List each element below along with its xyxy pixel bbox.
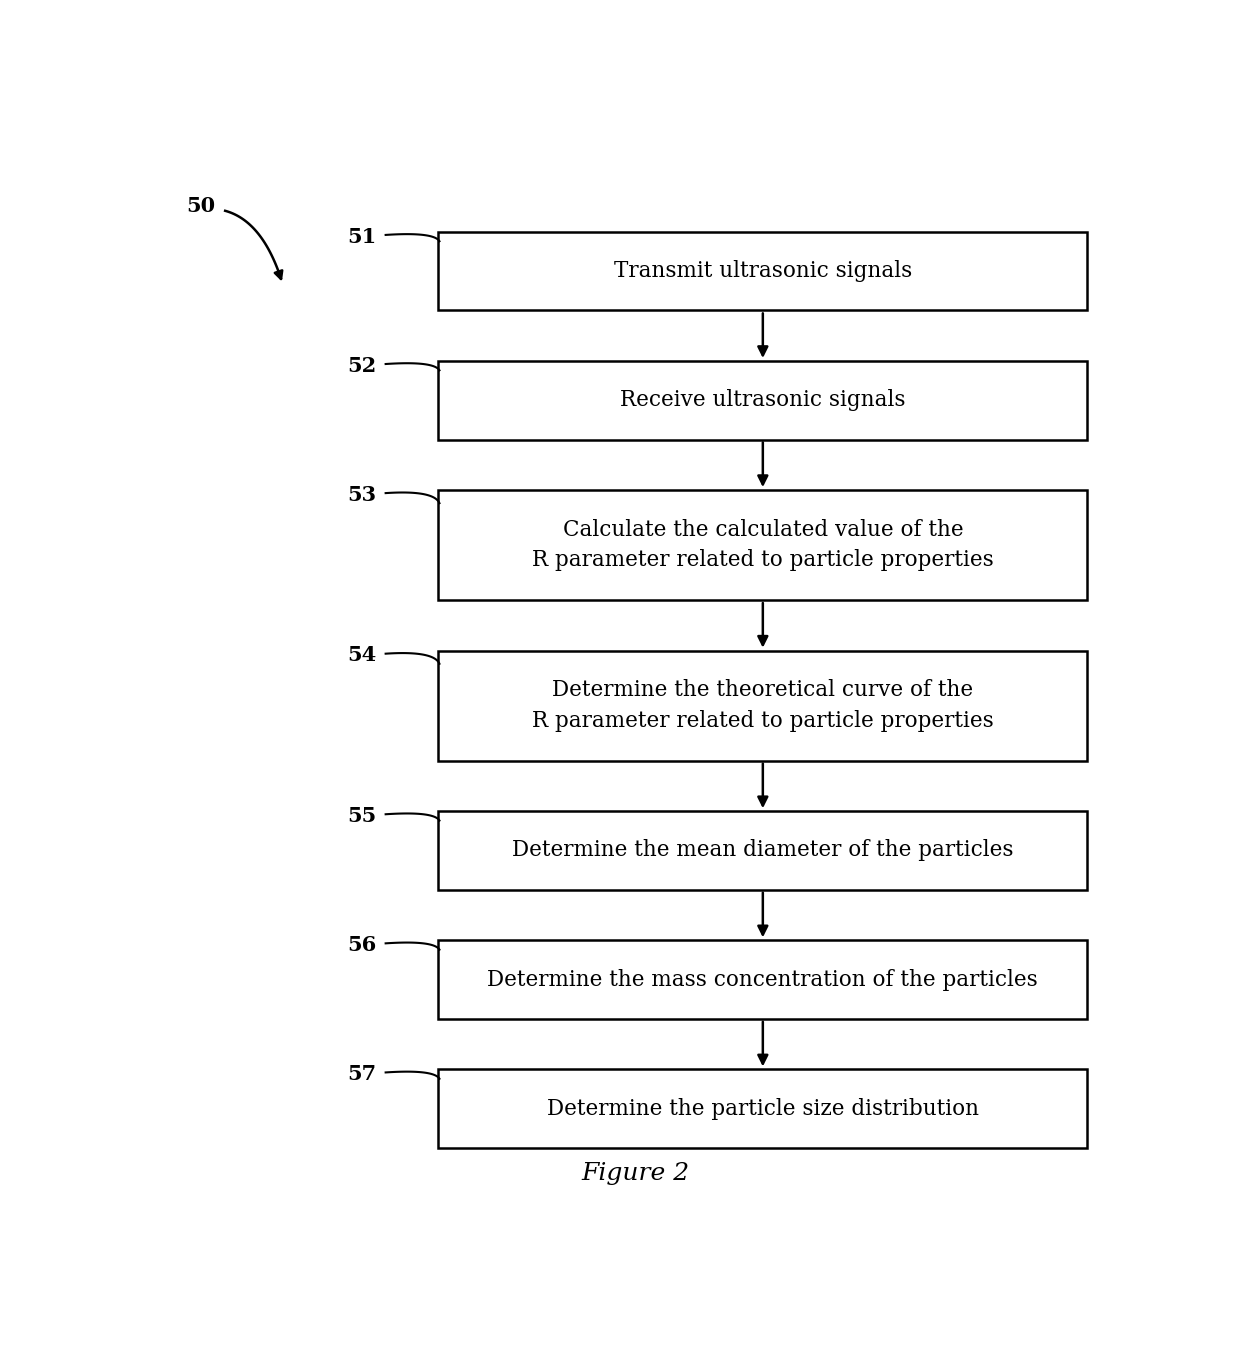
Text: 50: 50 — [186, 195, 216, 215]
Text: 56: 56 — [347, 935, 376, 955]
Text: 51: 51 — [347, 226, 376, 247]
Bar — [439, 361, 1087, 440]
Bar — [439, 940, 1087, 1020]
Text: Receive ultrasonic signals: Receive ultrasonic signals — [620, 390, 905, 412]
Text: Determine the mean diameter of the particles: Determine the mean diameter of the parti… — [512, 840, 1013, 861]
Bar — [439, 232, 1087, 311]
Text: Transmit ultrasonic signals: Transmit ultrasonic signals — [614, 260, 911, 282]
Bar — [439, 650, 1087, 761]
Bar — [439, 1070, 1087, 1148]
Text: Determine the particle size distribution: Determine the particle size distribution — [547, 1097, 978, 1119]
Text: 54: 54 — [347, 645, 376, 665]
Text: 57: 57 — [347, 1065, 376, 1084]
Text: 52: 52 — [347, 356, 376, 376]
Bar — [439, 489, 1087, 600]
Text: Figure 2: Figure 2 — [582, 1161, 689, 1184]
Text: 53: 53 — [347, 485, 376, 504]
Text: 55: 55 — [347, 806, 376, 826]
Text: Calculate the calculated value of the
R parameter related to particle properties: Calculate the calculated value of the R … — [532, 519, 993, 571]
Text: Determine the theoretical curve of the
R parameter related to particle propertie: Determine the theoretical curve of the R… — [532, 679, 993, 732]
Text: Determine the mass concentration of the particles: Determine the mass concentration of the … — [487, 969, 1038, 991]
Bar — [439, 811, 1087, 890]
